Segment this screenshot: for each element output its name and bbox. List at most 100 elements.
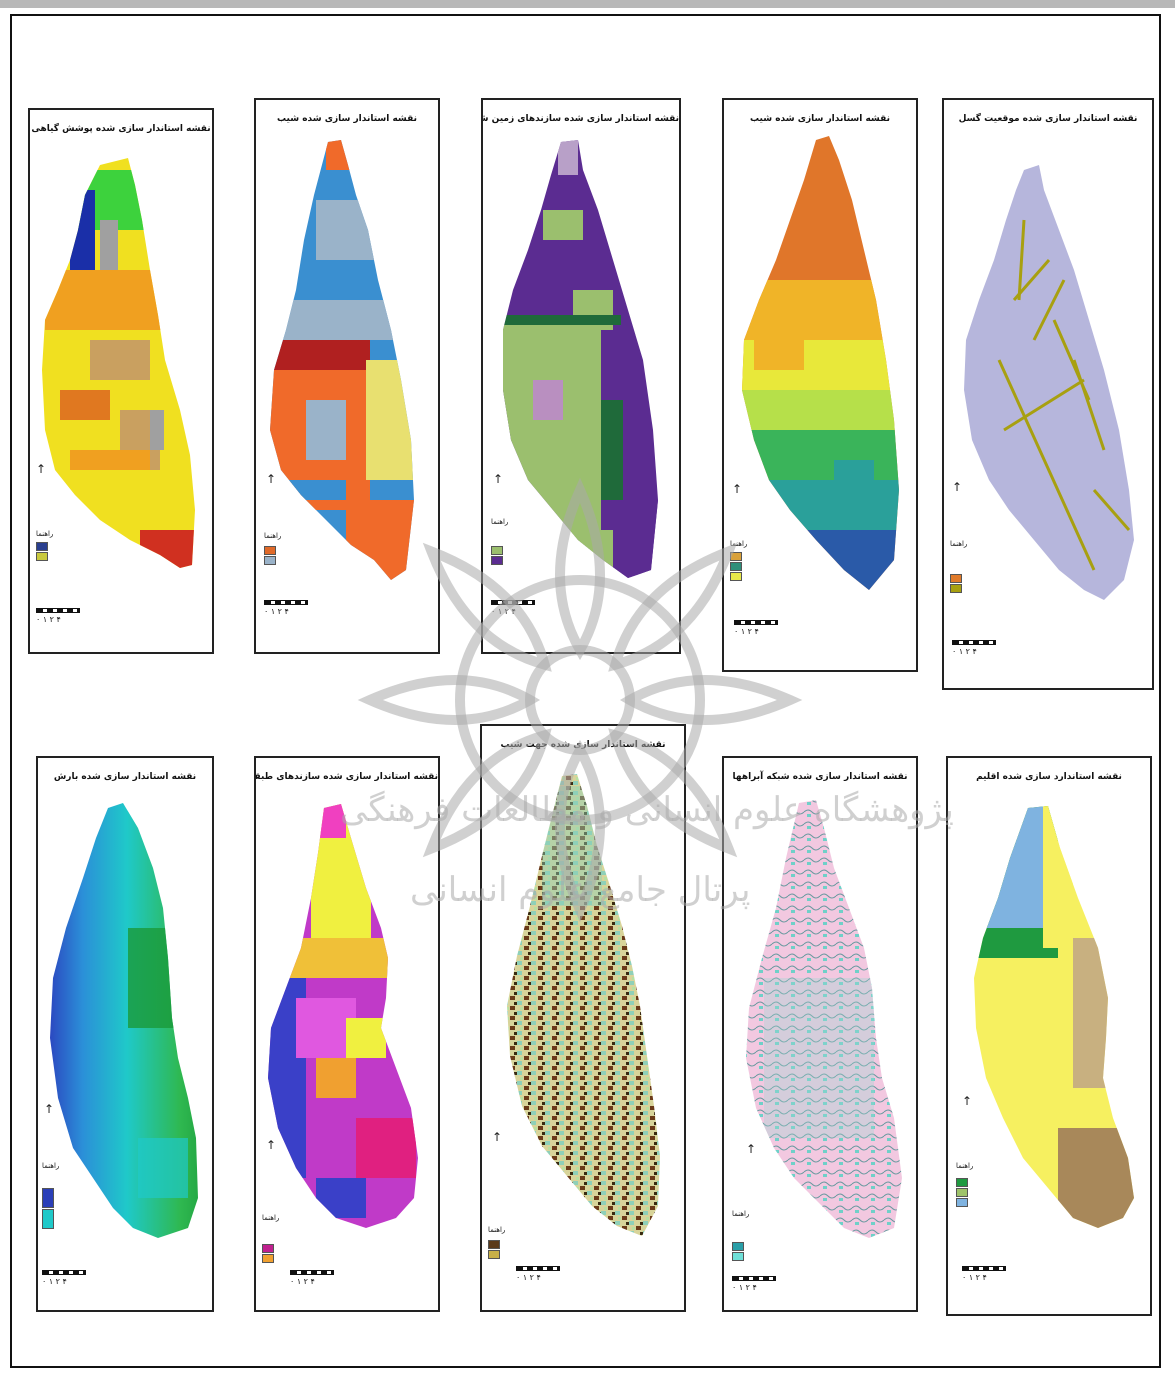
panel-geology: نقشه استاندار سازی شده سازندهای زمین شنا… [481,98,681,654]
slope-map [270,140,414,580]
panel-title: نقشه استاندارد سازی شده اقلیم [976,772,1122,782]
legend-swatch [488,1240,500,1249]
legend-swatches [950,574,962,594]
legend-swatch [730,572,742,581]
panel-vegetation: نقشه استاندار سازی شده پوشش گیاهی ↑ راهن… [28,108,214,654]
legend-swatch [42,1209,54,1229]
panel-title: نقشه استاندار سازی شده سازندهای طبقات ار… [254,772,438,782]
legend-swatch [36,542,48,551]
legend-swatch [950,574,962,583]
legend-swatch [730,552,742,561]
legend-swatch [950,584,962,593]
legend-title: راهنما [36,530,54,538]
scale-text: ۰ ۱ ۲ ۴ [36,615,61,624]
scale-text: ۰ ۱ ۲ ۴ [290,1277,315,1286]
legend-swatches [264,546,276,566]
panel-title: نقشه استاندار سازی شده شیب [277,114,417,124]
scale-text: ۰ ۱ ۲ ۴ [42,1277,67,1286]
legend-title: راهنما [491,518,509,526]
north-arrow-icon: ↑ [746,1142,757,1156]
legend-title: راهنما [42,1162,60,1170]
legend-swatch [491,556,503,565]
panel-slope: نقشه استاندار سازی شده شیب ↑ راهنما ۰ ۱ … [254,98,440,654]
north-arrow-icon: ↑ [493,472,504,486]
scale-bar: ۰ ۱ ۲ ۴ [491,600,535,616]
panel-aspect: نقشه استاندار سازی شده جهت شیب ↑ راهنما [480,724,686,1312]
legend-swatch [956,1188,968,1197]
panel-title: نقشه استاندار سازی شده موقعیت گسل [958,114,1138,124]
scale-bar: ۰ ۱ ۲ ۴ [732,1276,776,1292]
scale-text: ۰ ۱ ۲ ۴ [491,607,516,616]
legend-swatch [264,546,276,555]
panel-climate: نقشه استاندارد سازی شده اقلیم ↑ راهنما ۰… [946,756,1152,1316]
top-bar [0,0,1175,8]
north-arrow-icon: ↑ [492,1130,503,1144]
scale-bar: ۰ ۱ ۲ ۴ [734,620,778,636]
slope-2-map [742,136,899,590]
legend-swatch [956,1178,968,1187]
legend-swatch [730,562,742,571]
panel-title: نقشه استاندار سازی شده پوشش گیاهی [31,124,211,134]
scale-bar: ۰ ۱ ۲ ۴ [36,608,80,624]
north-arrow-icon: ↑ [36,462,47,476]
north-arrow-icon: ↑ [266,472,277,486]
scale-bar: ۰ ۱ ۲ ۴ [516,1266,560,1282]
north-arrow-icon: ↑ [266,1138,277,1152]
precipitation-map [50,803,198,1238]
scale-text: ۰ ۱ ۲ ۴ [952,647,977,656]
legend-swatches [42,1188,54,1230]
scale-bar: ۰ ۱ ۲ ۴ [290,1270,334,1286]
climate-map [974,806,1134,1228]
legend-swatch [262,1244,274,1253]
panel-precipitation: نقشه استاندار سازی شده بارش ↑ راهنما ۰ [36,756,214,1312]
panel-title: نقشه استاندار سازی شده شیب [750,114,890,124]
legend-swatch [36,552,48,561]
elevation-map [268,804,418,1228]
legend-swatch [488,1250,500,1259]
legend-swatch [262,1254,274,1263]
legend-swatch [956,1198,968,1207]
panel-title: نقشه استاندار سازی شده شبکه آبراهها [732,772,908,782]
legend-swatches [732,1242,744,1262]
panel-drainage: نقشه استاندار سازی شده شبکه آبراهها ↑ را… [722,756,918,1312]
aspect-map [507,774,660,1236]
legend-swatches [730,552,742,582]
legend-swatches [491,546,503,566]
drainage-map [746,800,902,1238]
scale-text: ۰ ۱ ۲ ۴ [734,627,759,636]
legend-title: راهنما [730,540,748,548]
vegetation-map [42,158,195,568]
scale-text: ۰ ۱ ۲ ۴ [732,1283,757,1292]
scale-text: ۰ ۱ ۲ ۴ [962,1273,987,1282]
scale-bar: ۰ ۱ ۲ ۴ [42,1270,86,1286]
scale-bar: ۰ ۱ ۲ ۴ [952,640,996,656]
scale-text: ۰ ۱ ۲ ۴ [516,1273,541,1282]
outer-frame [10,14,1161,1368]
legend-title: راهنما [264,532,282,540]
legend-title: راهنما [732,1210,750,1218]
panel-title: نقشه استاندار سازی شده سازندهای زمین شنا… [483,114,679,124]
legend-title: راهنما [956,1162,974,1170]
north-arrow-icon: ↑ [732,482,743,496]
legend-swatch [732,1242,744,1251]
legend-title: راهنما [950,540,968,548]
panel-fault: نقشه استاندار سازی شده موقعیت گسل ↑ راهن… [942,98,1154,690]
panel-slope-2: نقشه استاندار سازی شده شیب ↑ راهنما ۰ ۱ … [722,98,918,672]
north-arrow-icon: ↑ [952,480,963,494]
legend-swatch [732,1252,744,1261]
legend-swatch [491,546,503,555]
legend-swatch [42,1188,54,1208]
panel-title: نقشه استاندار سازی شده بارش [53,772,197,782]
scale-text: ۰ ۱ ۲ ۴ [264,607,289,616]
legend-swatches [36,542,48,562]
legend-swatches [488,1240,500,1260]
scale-bar: ۰ ۱ ۲ ۴ [264,600,308,616]
fault-map [964,165,1134,600]
legend-title: راهنما [488,1226,506,1234]
legend-swatch [264,556,276,565]
legend-swatches [956,1178,968,1208]
geology-map [503,140,658,578]
panel-elevation: نقشه استاندار سازی شده سازندهای طبقات ار… [254,756,440,1312]
scale-bar: ۰ ۱ ۲ ۴ [962,1266,1006,1282]
